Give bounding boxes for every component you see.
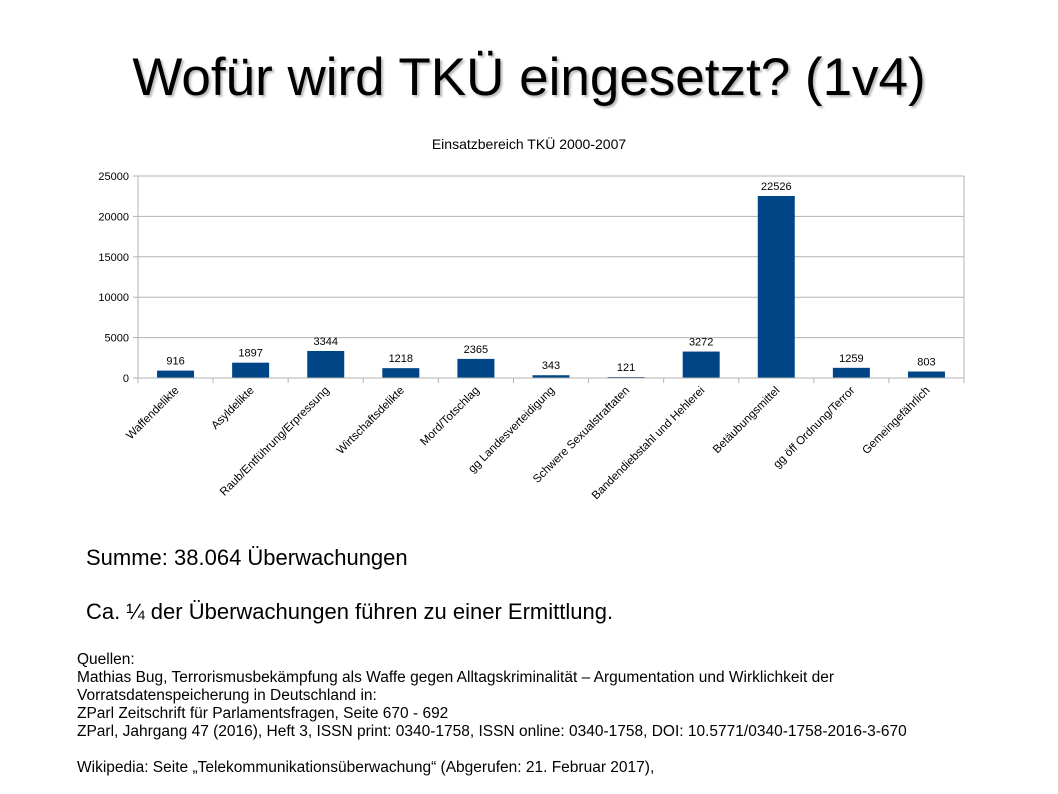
data-label: 916 [166, 356, 184, 368]
bar [832, 367, 870, 378]
data-label: 1259 [839, 353, 863, 365]
data-label: 1218 [389, 353, 413, 365]
summary-text: Summe: 38.064 Überwachungen [86, 545, 408, 570]
bar [682, 351, 720, 378]
data-label: 803 [917, 357, 935, 369]
bar [532, 375, 570, 378]
y-tick-label: 10000 [98, 292, 129, 304]
chart-bars: 916 1897 3344 1218 2365 343 121 3272 22526 1259 80… [157, 181, 945, 378]
bar [382, 368, 420, 378]
data-label: 1897 [238, 348, 262, 360]
bar [907, 371, 945, 378]
data-label: 3344 [313, 336, 337, 348]
y-tick-label: 25000 [98, 171, 129, 183]
note-text: Ca. ¼ der Überwachungen führen zu einer … [86, 599, 614, 624]
bar [232, 362, 270, 378]
y-axis: 0 5000 10000 15000 20000 25000 [98, 171, 965, 385]
category-label: Waffendelikte [124, 385, 181, 442]
category-label: Gemeingefährlich [860, 385, 932, 457]
sources-heading: Quellen: [77, 651, 135, 668]
source-line: Mathias Bug, Terrorismusbekämpfung als W… [77, 669, 834, 686]
category-label: Asyldelikte [209, 385, 256, 432]
data-label: 121 [617, 362, 635, 374]
bar-chart: Einsatzbereich TKÜ 2000-2007 0 5000 10000 1… [98, 135, 965, 502]
source-wikipedia: Wikipedia: Seite „Telekommunikationsüber… [77, 759, 655, 776]
bar [307, 350, 345, 378]
source-line: Vorratsdatenspeicherung in Deutschland i… [77, 687, 377, 704]
category-label: Wirtschaftsdelikte [335, 385, 407, 457]
category-label: Mord/Totschlag [418, 385, 482, 449]
chart-title: Einsatzbereich TKÜ 2000-2007 [432, 135, 627, 152]
slide-title: Wofür wird TKÜ eingesetzt? (1v4) [132, 48, 926, 107]
y-tick-label: 15000 [98, 252, 129, 264]
category-label: Betäubungsmittel [711, 385, 782, 456]
source-line: ZParl Zeitschrift für Parlamentsfragen, … [77, 705, 449, 722]
category-label: gg öff Ordnung/Terror [771, 385, 857, 471]
bar [757, 195, 795, 378]
bar [157, 370, 195, 378]
y-tick-label: 20000 [98, 211, 129, 223]
x-axis: Waffendelikte AsyldelikteRaub/Entführung/… [124, 377, 965, 502]
bar [457, 358, 495, 378]
data-label: 3272 [689, 337, 713, 349]
data-label: 343 [542, 360, 560, 372]
y-tick-label: 5000 [105, 333, 129, 345]
sources-block: Quellen: Mathias Bug, Terrorismusbekämpf… [77, 651, 907, 777]
data-label: 2365 [464, 344, 488, 356]
category-label: gg Landesverteidigung [466, 385, 557, 476]
data-label: 22526 [761, 181, 792, 193]
source-line: ZParl, Jahrgang 47 (2016), Heft 3, ISSN … [77, 723, 907, 740]
y-tick-label: 0 [123, 373, 129, 385]
